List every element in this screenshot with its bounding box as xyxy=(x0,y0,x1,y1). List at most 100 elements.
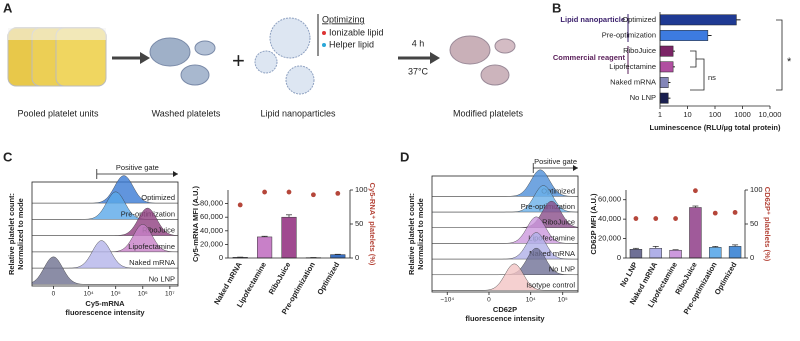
point xyxy=(633,216,639,221)
y2-tick-label: 50 xyxy=(355,219,363,228)
gate-arrowhead xyxy=(173,171,178,177)
point xyxy=(237,202,243,208)
x-tick-label: 10⁴ xyxy=(84,291,94,298)
x-tick-label: 0 xyxy=(52,291,56,298)
point xyxy=(712,210,718,216)
y-axis-label: Relative platelet count: xyxy=(407,193,416,275)
series-label: Isotype control xyxy=(526,280,575,289)
point xyxy=(311,192,316,198)
density-curve xyxy=(31,256,179,285)
bar xyxy=(728,246,742,259)
bar xyxy=(659,14,737,26)
x-tick-label: 10,000 xyxy=(759,110,782,119)
x-tick-label: 100 xyxy=(709,110,722,119)
category-label: Lipofectamine xyxy=(609,62,656,71)
y-axis-label: CD62P MFI (A.U.) xyxy=(589,193,598,255)
y-axis-label: Cy5-mRNA MFI (A.U.) xyxy=(191,186,200,262)
x-tick-label: 10⁶ xyxy=(138,291,148,298)
step-caption: Lipid nanoparticles xyxy=(260,108,336,118)
x-axis-label: Luminescence (RLU/µg total protein) xyxy=(650,123,781,132)
group-label: Commercial reagent xyxy=(553,53,626,62)
x-axis-label: Cy5-mRNA xyxy=(85,299,125,308)
x-tick-label: 10⁵ xyxy=(111,291,121,298)
category-label: Optimized xyxy=(622,15,656,24)
gate-arrowhead xyxy=(573,165,578,171)
bar xyxy=(709,247,722,259)
series-label: No LNP xyxy=(549,265,575,274)
series-label: RiboJuice xyxy=(542,218,575,227)
x-tick-label: 0 xyxy=(487,297,491,304)
x-tick-label: RiboJuice xyxy=(267,260,293,296)
series-label: Optimized xyxy=(141,193,175,202)
x-axis-label: fluorescence intensity xyxy=(465,314,545,323)
step-caption: Washed platelets xyxy=(152,108,221,118)
gate-label: Positive gate xyxy=(116,163,159,172)
panel-label: C xyxy=(3,149,13,164)
bar xyxy=(659,45,674,57)
x-tick-label: 1 xyxy=(658,110,662,119)
step-caption: Modified platelets xyxy=(453,108,524,118)
series-label: Naked mRNA xyxy=(129,258,175,267)
series-label: Optimized xyxy=(541,186,575,195)
y-axis-label: Normalized to mode xyxy=(16,198,25,270)
svg-text:+: + xyxy=(232,48,245,73)
bar xyxy=(659,92,669,104)
point xyxy=(262,189,267,195)
point xyxy=(693,188,698,194)
condition: 4 h xyxy=(412,38,425,48)
x-tick-label: 10⁵ xyxy=(558,297,568,304)
category-label: Pre-optimization xyxy=(602,30,656,39)
bar xyxy=(659,30,709,41)
category-label: No LNP xyxy=(630,93,656,102)
annotation: ns xyxy=(708,73,716,82)
x-tick-label: 1000 xyxy=(734,110,751,119)
condition: 37°C xyxy=(408,66,429,76)
y-tick-label: 0 xyxy=(617,253,621,262)
series-label: Lipofectamine xyxy=(128,242,175,251)
x-axis-label: fluorescence intensity xyxy=(65,308,145,317)
schematic: + Optimizing Ionizable lipid Helper lipi… xyxy=(7,14,524,118)
y-axis-label: Relative platelet count: xyxy=(7,193,16,275)
bar xyxy=(257,236,273,259)
bar xyxy=(659,77,669,88)
y2-tick-label: 100 xyxy=(750,185,763,194)
y-tick-label: 20,000 xyxy=(598,234,621,243)
x-tick-label: 10 xyxy=(683,110,691,119)
y-tick-label: 40,000 xyxy=(598,214,621,223)
y2-axis-label: Cy5-RNA⁺ platelets (%) xyxy=(368,183,377,266)
optimizing-title: Optimizing xyxy=(322,14,365,24)
step-caption: Pooled platelet units xyxy=(17,108,99,118)
x-tick-label: 10⁴ xyxy=(526,297,536,304)
point xyxy=(335,191,341,196)
y-tick-label: 60,000 xyxy=(200,212,223,221)
series-label: Naked mRNA xyxy=(529,249,575,258)
x-tick-label: No LNP xyxy=(618,260,639,288)
bar xyxy=(659,61,674,73)
series-label: No LNP xyxy=(149,274,175,283)
series-label: Lipofectamine xyxy=(528,233,575,242)
y-tick-label: 80,000 xyxy=(200,199,223,208)
y2-tick-label: 0 xyxy=(355,253,359,262)
panel-label: B xyxy=(552,0,561,15)
bar xyxy=(330,254,346,259)
y2-axis-label: CD62P⁺ platelets (%) xyxy=(763,187,772,262)
density-curve xyxy=(31,175,179,204)
category-label: Naked mRNA xyxy=(610,77,656,86)
point xyxy=(673,216,678,221)
x-axis-label: CD62P xyxy=(493,305,517,314)
density-curve xyxy=(431,263,579,291)
point xyxy=(732,210,738,215)
optimizing-item: Ionizable lipid xyxy=(329,27,384,37)
x-tick-label: Optimized xyxy=(315,260,341,296)
panel-label: A xyxy=(3,0,13,15)
bar xyxy=(281,216,297,259)
bar xyxy=(629,249,643,259)
bar xyxy=(689,207,702,259)
y-tick-label: 60,000 xyxy=(598,195,621,204)
gate-label: Positive gate xyxy=(534,157,577,166)
y2-tick-label: 100 xyxy=(355,185,368,194)
annotation: * xyxy=(787,56,792,68)
category-label: RiboJuice xyxy=(623,46,656,55)
y2-tick-label: 0 xyxy=(750,253,754,262)
